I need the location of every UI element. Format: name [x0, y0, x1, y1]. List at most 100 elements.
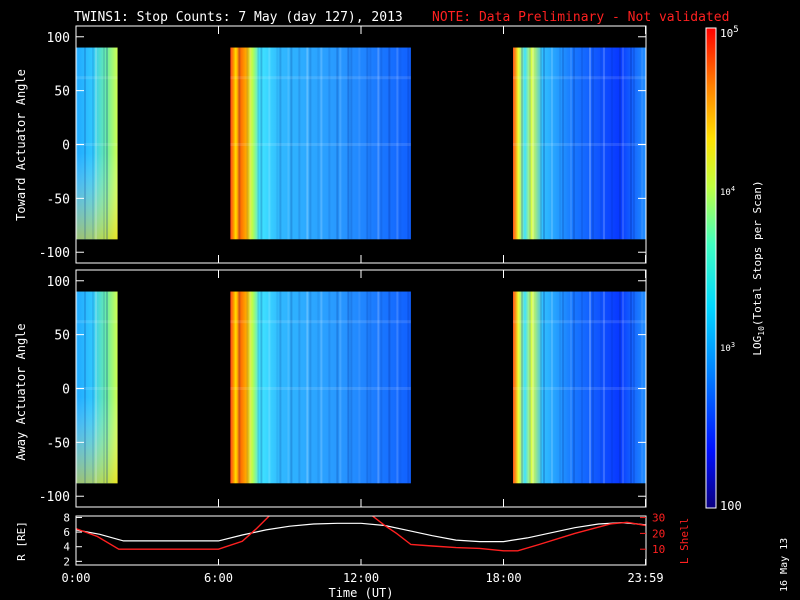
heatmap-streak: [619, 291, 621, 484]
heatmap-streak: [306, 291, 309, 484]
heatmap-stripe: [513, 143, 646, 146]
heatmap-streak: [92, 291, 94, 484]
heatmap-streak: [336, 47, 339, 240]
heatmap-streak: [276, 291, 279, 484]
heatmap-streak: [238, 291, 241, 484]
heatmap-streak: [630, 47, 632, 240]
heatmap-streak: [581, 291, 583, 484]
heatmap-streak: [230, 47, 233, 240]
heatmap-streak: [600, 47, 602, 240]
colorbar-tick-label: 104: [720, 185, 735, 198]
preliminary-note: NOTE: Data Preliminary - Not validated: [432, 10, 729, 25]
heatmap-streak: [290, 291, 293, 484]
heatmap-streak: [641, 47, 643, 240]
heatmap-streak: [388, 47, 391, 240]
heatmap-streak: [238, 47, 241, 240]
heatmap-streak: [268, 47, 271, 240]
heatmap-streak: [619, 47, 621, 240]
heatmap-streak: [103, 47, 105, 240]
heatmap-streak: [287, 291, 290, 484]
heatmap-streak: [257, 47, 260, 240]
y-tick-label: 2: [63, 555, 70, 568]
heatmap-streak: [95, 291, 97, 484]
heatmap-streak: [336, 291, 339, 484]
heatmap-streak: [399, 47, 402, 240]
heatmap-block: [230, 291, 411, 484]
heatmap-streak: [396, 47, 399, 240]
x-axis-label: Time (UT): [328, 586, 393, 600]
y-tick-label: 6: [63, 526, 70, 539]
y-axis-label-right: L Shell: [678, 518, 691, 564]
heatmap-stripe: [230, 143, 411, 146]
heatmap-block: [513, 291, 646, 484]
heatmap-streak: [377, 291, 380, 484]
heatmap-streak: [600, 291, 602, 484]
colorbar-gradient: [705, 27, 717, 509]
heatmap-streak: [347, 291, 350, 484]
colorbar-tick-label: 105: [720, 25, 739, 40]
heatmap-streak: [521, 291, 523, 484]
y-tick-label-right: 10: [652, 543, 665, 556]
heatmap-streak: [350, 291, 353, 484]
y-axis-label: Toward Actuator Angle: [14, 69, 28, 221]
heatmap-streak: [309, 47, 312, 240]
heatmap-streak: [366, 47, 369, 240]
toward-angle-panel: 100 50 0 -50 -100 Toward Actuator Angle: [14, 25, 647, 264]
r-series-line: [76, 521, 646, 543]
heatmap-streak: [570, 291, 572, 484]
heatmap-streak: [76, 47, 78, 240]
heatmap-streak: [306, 47, 309, 240]
heatmap-streak: [298, 291, 301, 484]
y-tick-label: 50: [54, 329, 70, 344]
heatmap-streak: [358, 47, 361, 240]
heatmap-stripe: [513, 76, 646, 80]
x-tick-label: 12:00: [343, 571, 379, 585]
heatmap-streak: [279, 291, 282, 484]
y-tick-label-right: 30: [652, 512, 665, 525]
heatmap-streak: [76, 291, 78, 484]
heatmap-streak: [589, 291, 591, 484]
heatmap-streak: [633, 291, 635, 484]
y-tick-label: 4: [63, 541, 70, 554]
date-stamp: 16 May 13: [779, 538, 790, 592]
y-tick-label: 8: [63, 511, 70, 524]
heatmap-streak: [540, 47, 542, 240]
heatmap-streak: [622, 47, 624, 240]
heatmap-streak: [380, 291, 383, 484]
heatmap-streak: [92, 47, 94, 240]
heatmap-streak: [260, 47, 263, 240]
heatmap-streak: [339, 47, 342, 240]
heatmap-streak: [532, 47, 534, 240]
heatmap-streak: [622, 291, 624, 484]
heatmap-streak: [276, 47, 279, 240]
heatmap-streak: [570, 47, 572, 240]
heatmap-streak: [298, 47, 301, 240]
heatmap-stripe: [230, 387, 411, 390]
heatmap-block-shade: [76, 291, 118, 484]
x-tick-label: 18:00: [485, 571, 521, 585]
heatmap-streak: [573, 47, 575, 240]
heatmap-streak: [84, 47, 86, 240]
heatmap-streak: [287, 47, 290, 240]
y-tick-label: -50: [47, 436, 70, 451]
heatmap-streak: [551, 47, 553, 240]
heatmap-streak: [260, 291, 263, 484]
heatmap-streak: [388, 291, 391, 484]
heatmap-streak: [603, 47, 605, 240]
heatmap-streak: [540, 291, 542, 484]
heatmap-streak: [592, 47, 594, 240]
heatmap-stripe: [230, 320, 411, 324]
colorbar-label: LOG10(Total Stops per Scan): [751, 180, 766, 355]
heatmap-streak: [513, 47, 515, 240]
y-axis-label-left: R [RE]: [15, 521, 28, 561]
heatmap-streak: [380, 47, 383, 240]
heatmap-streak: [103, 291, 105, 484]
heatmap-block-shade: [76, 47, 118, 240]
heatmap-streak: [317, 291, 320, 484]
orbit-panel: 24 6 8 10 20 30 0:00 6:00 12:00 18:00 23:59 Time (U…: [15, 511, 691, 600]
heatmap-stripe: [513, 387, 646, 390]
colorbar: 105 104 103 100 LOG10(Total Stops per Sc…: [705, 25, 766, 513]
heatmap-streak: [399, 291, 402, 484]
heatmap-streak: [257, 291, 260, 484]
heatmap-streak: [377, 47, 380, 240]
